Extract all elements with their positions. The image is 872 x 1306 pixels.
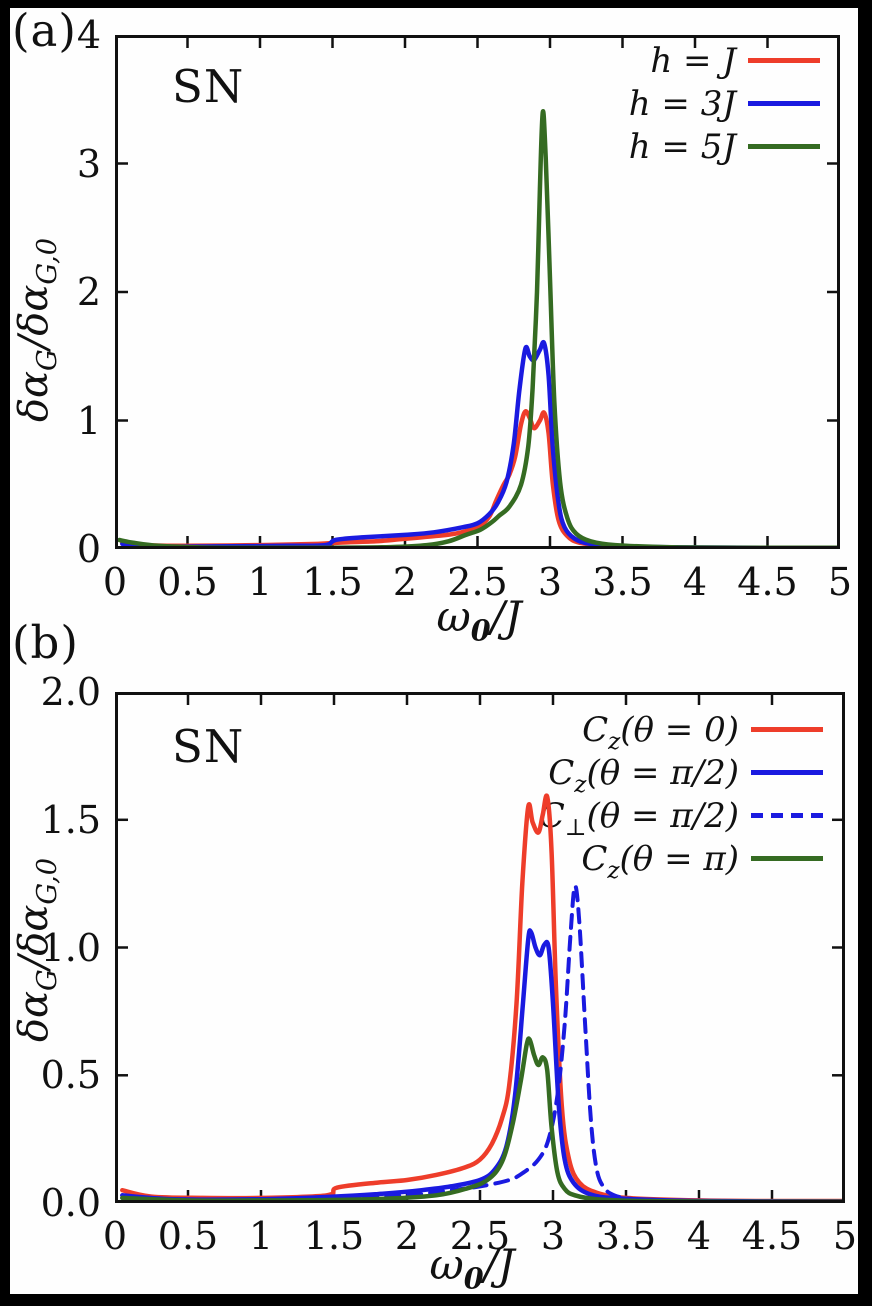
x-tick-label: 2 — [394, 1214, 420, 1258]
script-J-glyph: J — [497, 1240, 515, 1289]
x-tick-label: 2.5 — [447, 560, 508, 604]
y-tick-label: 1 — [76, 398, 101, 443]
legend-item: C⊥(θ = π/2) — [538, 794, 823, 841]
x-tick-label: 3 — [537, 560, 563, 604]
y-tick-label: 1.0 — [40, 925, 101, 970]
legend-line-sample — [748, 144, 820, 149]
legend-label: h = 5J — [628, 126, 736, 167]
panel-a-y-axis-label: δαG/δαG,0 — [11, 237, 63, 423]
x-tick-label: 2.5 — [449, 1214, 511, 1258]
x-tick-label: 4.5 — [741, 1214, 803, 1258]
curve-b-2 — [120, 884, 845, 1203]
panel-b-inset-label: SN — [172, 720, 245, 773]
legend-line-sample — [751, 813, 823, 818]
x-tick-label: 1.5 — [302, 560, 363, 604]
plot-canvas-a — [115, 35, 840, 549]
y-tick-label: 2.0 — [40, 670, 101, 714]
plot-border — [115, 692, 845, 1203]
legend-item: h = 5J — [629, 125, 820, 168]
legend-item: Cz(θ = 0) — [539, 708, 823, 755]
x-tick-label: 2 — [392, 560, 418, 604]
legend-item: Cz(θ = π/2) — [539, 751, 823, 798]
curve-a-1 — [120, 339, 840, 549]
legend-line-sample — [748, 101, 820, 106]
legend-label: Cz(θ = π/2) — [548, 752, 739, 798]
y-tick-label: 4 — [76, 13, 101, 57]
legend-label: Cz(θ = 0) — [582, 709, 739, 755]
x-tick-label: 4 — [686, 1214, 712, 1258]
panel-a-tag: (a) — [12, 4, 77, 57]
panel-b-tag: (b) — [12, 616, 79, 669]
panel-b-legend: Cz(θ = 0) Cz(θ = π/2) C⊥(θ = π/2) Cz(θ = π) — [538, 708, 823, 884]
script-J-glyph: J — [504, 592, 522, 641]
y-tick-label: 0.5 — [40, 1053, 101, 1098]
panel-b-x-axis-label: ω0/J — [429, 1240, 515, 1296]
x-tick-label: 0 — [102, 1214, 128, 1258]
x-tick-label: 3.5 — [595, 1214, 657, 1258]
x-tick-label: 5 — [832, 1214, 858, 1258]
x-tick-label: 3.5 — [592, 560, 653, 604]
x-tick-label: 0 — [102, 560, 128, 604]
script-J-glyph: J — [722, 83, 736, 124]
legend-label: h = 3J — [628, 83, 736, 124]
panel-a-x-axis-label: ω0/J — [436, 592, 522, 648]
x-tick-label: 1.5 — [303, 1214, 365, 1258]
figure-sheet — [10, 8, 858, 1294]
panel-a-inset-label: SN — [172, 60, 245, 113]
x-tick-label: 3 — [540, 1214, 566, 1258]
x-tick-label: 1 — [248, 1214, 274, 1258]
legend-label: Cz(θ = π) — [581, 838, 739, 884]
legend-line-sample — [751, 727, 823, 732]
y-tick-label: 0.0 — [40, 1181, 101, 1225]
y-tick-label: 2 — [76, 270, 101, 314]
legend-item: h = J — [629, 39, 820, 82]
legend-item: h = 3J — [629, 82, 820, 125]
legend-line-sample — [748, 58, 820, 63]
curve-a-2 — [117, 109, 840, 549]
legend-line-sample — [751, 856, 823, 861]
legend-line-sample — [751, 770, 823, 775]
curve-b-1 — [120, 928, 845, 1203]
y-tick-label: 3 — [76, 141, 101, 186]
y-tick-label: 1.5 — [40, 797, 101, 842]
x-tick-label: 4.5 — [737, 560, 798, 604]
plot-canvas-b — [115, 692, 845, 1203]
script-J-glyph: J — [722, 40, 736, 81]
x-tick-label: 0.5 — [157, 560, 218, 604]
legend-label: h = J — [650, 40, 736, 81]
x-tick-label: 5 — [827, 560, 853, 604]
y-tick-label: 0 — [76, 527, 101, 571]
curve-b-0 — [120, 793, 845, 1203]
legend-item: Cz(θ = π) — [539, 837, 823, 884]
plot-border — [115, 35, 840, 549]
curve-b-3 — [120, 1036, 845, 1203]
script-J-glyph: J — [722, 126, 736, 167]
x-tick-label: 0.5 — [157, 1214, 219, 1258]
x-tick-label: 1 — [247, 560, 273, 604]
legend-label: C⊥(θ = π/2) — [538, 795, 739, 841]
x-tick-label: 4 — [682, 560, 708, 604]
